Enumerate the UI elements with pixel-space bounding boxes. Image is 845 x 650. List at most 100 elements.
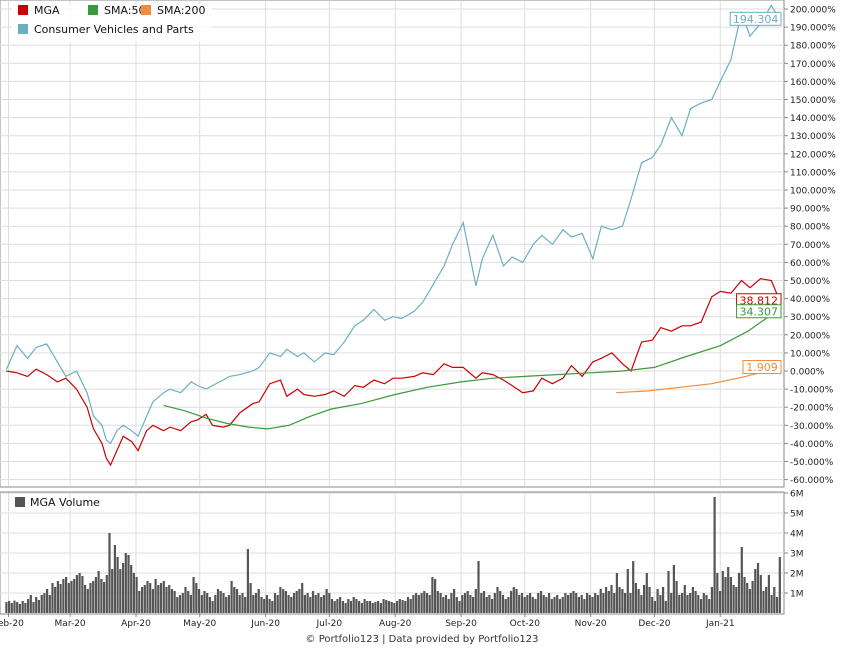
x-tick-label: Jan-21 xyxy=(705,619,735,629)
volume-bar xyxy=(355,599,358,613)
volume-bar xyxy=(387,601,391,613)
volume-bar xyxy=(314,595,317,613)
volume-bar xyxy=(127,555,130,613)
volume-bar xyxy=(645,573,648,613)
volume-bar xyxy=(672,565,675,613)
volume-bar xyxy=(404,601,407,613)
volume-bar xyxy=(27,599,30,613)
volume-bar xyxy=(713,497,716,613)
volume-bar xyxy=(382,599,385,613)
volume-bar xyxy=(653,601,656,613)
x-tick-label: Jun-20 xyxy=(250,619,280,629)
volume-bar xyxy=(743,577,746,613)
volume-bar xyxy=(73,579,76,613)
volume-bar xyxy=(366,601,369,613)
volume-bar xyxy=(670,593,673,613)
price-panel: -60.000% -50.000% -40.000% -30.000% -20.000%… xyxy=(0,0,836,488)
volume-bar xyxy=(523,597,526,613)
end-label-mga: 38.812 xyxy=(740,294,779,307)
volume-bar xyxy=(442,597,445,613)
volume-bar xyxy=(651,597,654,613)
volume-bar xyxy=(244,597,247,613)
price-series-lines xyxy=(5,4,781,467)
volume-bars xyxy=(5,497,781,613)
volume-bar xyxy=(491,599,494,613)
volume-bar xyxy=(662,587,665,613)
price-y-tick-label: 10.000% xyxy=(790,349,830,359)
volume-bar xyxy=(664,601,667,613)
volume-bar xyxy=(534,599,537,613)
volume-bar xyxy=(238,595,241,613)
volume-bar xyxy=(697,595,700,613)
volume-bar xyxy=(629,593,632,613)
volume-bar xyxy=(5,602,8,613)
volume-bar xyxy=(447,599,450,613)
volume-bar xyxy=(621,589,624,613)
volume-bar xyxy=(444,595,448,613)
volume-bar xyxy=(610,585,613,613)
volume-y-tick-label: 1M xyxy=(790,590,804,600)
price-y-tick-label: 200.000% xyxy=(790,6,836,16)
volume-bar xyxy=(374,602,377,613)
volume-bar xyxy=(10,603,13,613)
volume-bar xyxy=(401,600,404,613)
volume-bar xyxy=(602,593,605,613)
volume-bar xyxy=(184,587,187,613)
volume-bar xyxy=(702,593,705,613)
volume-bar xyxy=(37,600,40,613)
volume-y-tick-label: 4M xyxy=(790,530,804,540)
volume-bar xyxy=(423,591,426,613)
volume-bar xyxy=(165,587,168,613)
x-tick-label: Aug-20 xyxy=(379,619,412,629)
volume-bar xyxy=(265,595,268,613)
volume-bar xyxy=(556,595,559,613)
volume-bar xyxy=(417,595,420,613)
volume-bar xyxy=(480,593,483,613)
volume-bar xyxy=(59,584,62,613)
volume-bar xyxy=(249,583,252,613)
volume-bar xyxy=(643,585,646,613)
volume-bar xyxy=(135,577,138,613)
volume-bar xyxy=(379,603,382,613)
legend-swatch-consumer-vehicles-and-parts xyxy=(18,24,28,34)
price-y-tick-label: 50.000% xyxy=(790,277,830,287)
legend-label-sma-200: SMA:200 xyxy=(157,4,206,17)
volume-bar xyxy=(596,595,599,613)
volume-bar xyxy=(81,576,84,613)
volume-bar xyxy=(143,585,146,613)
volume-bar xyxy=(567,595,570,613)
volume-bar xyxy=(363,599,366,613)
volume-bar xyxy=(40,595,43,613)
volume-bar xyxy=(504,599,507,613)
x-tick-label: Jul-20 xyxy=(316,619,343,629)
volume-bar xyxy=(553,597,556,613)
volume-bar xyxy=(290,597,293,613)
end-label-box-sma-50 xyxy=(736,304,782,319)
volume-bar xyxy=(746,583,749,613)
price-y-tick-label: -60.000% xyxy=(790,476,834,486)
footer-credit: © Portfolio123 | Data provided by Portfo… xyxy=(306,634,539,645)
volume-bar xyxy=(754,569,757,613)
volume-bar xyxy=(170,589,173,613)
volume-bar xyxy=(70,581,73,613)
volume-bar xyxy=(333,601,336,613)
price-y-tick-label: -20.000% xyxy=(790,404,834,414)
volume-bar xyxy=(51,583,54,613)
volume-bar xyxy=(154,579,157,613)
volume-bar xyxy=(710,587,713,613)
volume-bar xyxy=(485,597,488,613)
volume-bar xyxy=(626,569,629,613)
volume-bar xyxy=(84,585,87,613)
volume-bar xyxy=(529,593,532,613)
volume-bar xyxy=(222,593,225,613)
volume-bar xyxy=(700,599,703,613)
x-axis: Feb-20 Mar-20 Apr-20 May-20 Jun-20 Jul-20 Aug-… xyxy=(0,613,735,629)
volume-bar xyxy=(496,587,499,613)
volume-bar xyxy=(691,587,694,613)
volume-panel: 1M 2M 3M 4M 5M 6M MGA Volume xyxy=(0,490,804,615)
volume-bar xyxy=(336,599,339,613)
volume-bar xyxy=(439,593,442,613)
volume-bar xyxy=(108,533,111,613)
end-label-sma-200: 1.909 xyxy=(746,361,778,374)
volume-bar xyxy=(716,573,719,613)
